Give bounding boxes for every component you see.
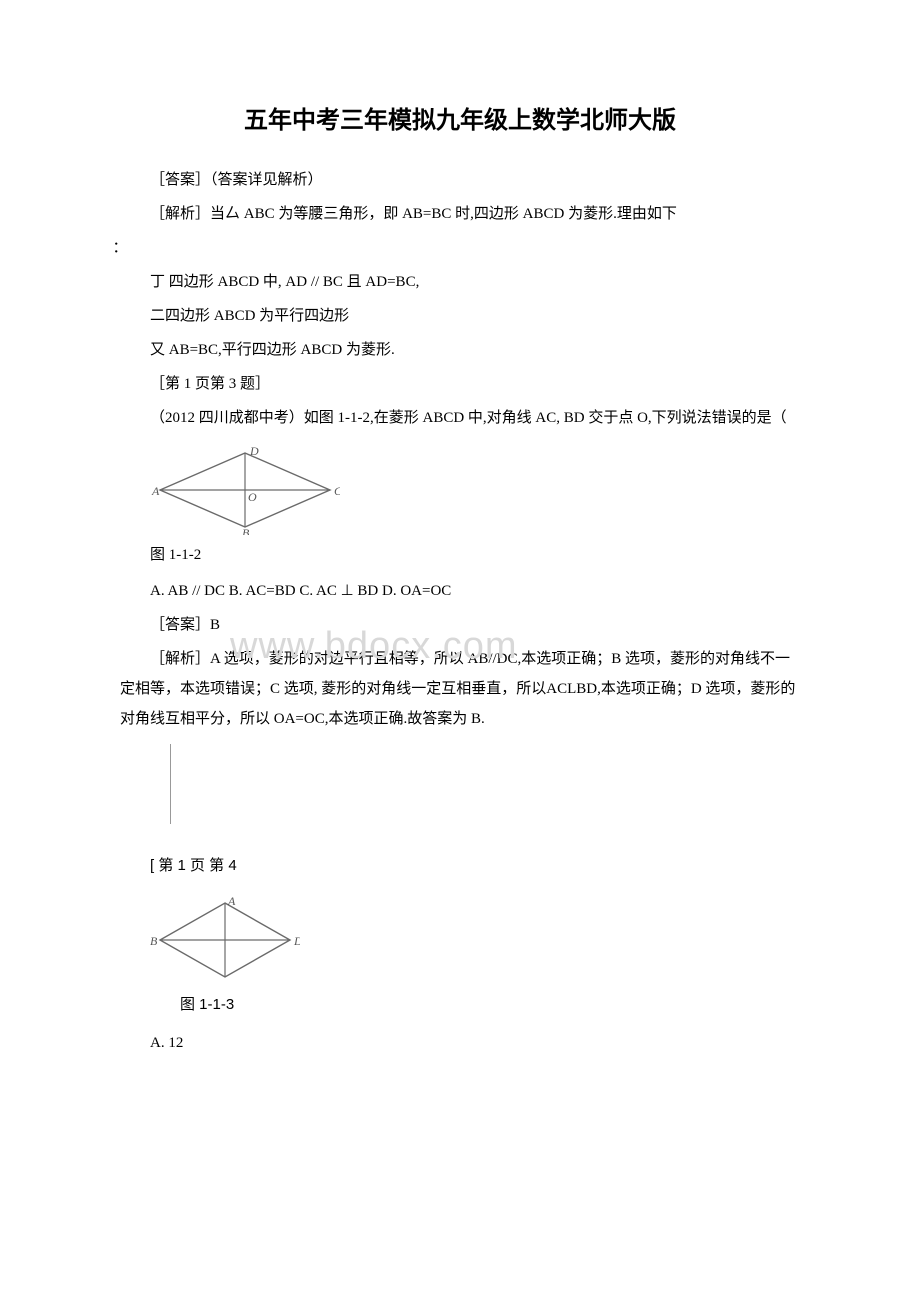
svg-text:D: D bbox=[249, 445, 259, 458]
svg-text:B: B bbox=[150, 934, 158, 948]
explain1-line4: 又 AB=BC,平行四边形 ABCD 为菱形. bbox=[120, 335, 800, 365]
svg-text:A: A bbox=[151, 484, 160, 498]
svg-text:C: C bbox=[334, 484, 340, 498]
answer-label-3: ［答案］B bbox=[120, 610, 800, 640]
question4-option-a: A. 12 bbox=[120, 1028, 800, 1058]
answer-label-1: ［答案］（答案详见解析） bbox=[120, 165, 800, 195]
question3-options: A. AB // DC B. AC=BD C. AC ⊥ BD D. OA=OC bbox=[120, 576, 800, 606]
explain1-line1: ［解析］当厶 ABC 为等腰三角形，即 AB=BC 时,四边形 ABCD 为菱形… bbox=[120, 199, 800, 229]
question4-marker: [ 第 1 页 第 4 bbox=[150, 854, 800, 875]
figure-1-1-2-caption: 图 1-1-2 bbox=[150, 543, 800, 564]
vertical-divider bbox=[170, 744, 171, 824]
figure-1-1-2: A B C D O bbox=[150, 445, 800, 535]
svg-text:A: A bbox=[227, 895, 236, 908]
svg-text:B: B bbox=[242, 526, 250, 535]
question3-marker: ［第 1 页第 3 题］ bbox=[120, 369, 800, 399]
figure-1-1-3-caption: 图 1-1-3 bbox=[180, 993, 800, 1014]
explain1-line3: 二四边形 ABCD 为平行四边形 bbox=[120, 301, 800, 331]
document-content: 五年中考三年模拟九年级上数学北师大版 ［答案］（答案详见解析） ［解析］当厶 A… bbox=[0, 0, 920, 1122]
svg-text:O: O bbox=[248, 490, 257, 504]
explain1-colon: ： bbox=[113, 233, 801, 263]
explain3-text: ［解析］A 选项，菱形的对边平行且相等，所以 AB//DC,本选项正确；B 选项… bbox=[120, 644, 800, 734]
question3-text: （2012 四川成都中考）如图 1-1-2,在菱形 ABCD 中,对角线 AC,… bbox=[120, 403, 800, 433]
page-title: 五年中考三年模拟九年级上数学北师大版 bbox=[120, 100, 800, 135]
svg-text:D: D bbox=[293, 934, 300, 948]
explain1-line2: 丁 四边形 ABCD 中, AD // BC 且 AD=BC, bbox=[120, 267, 800, 297]
rhombus-diagram-1: A B C D O bbox=[150, 445, 340, 535]
figure-1-1-3: A B D bbox=[150, 895, 800, 985]
rhombus-diagram-2: A B D bbox=[150, 895, 300, 985]
